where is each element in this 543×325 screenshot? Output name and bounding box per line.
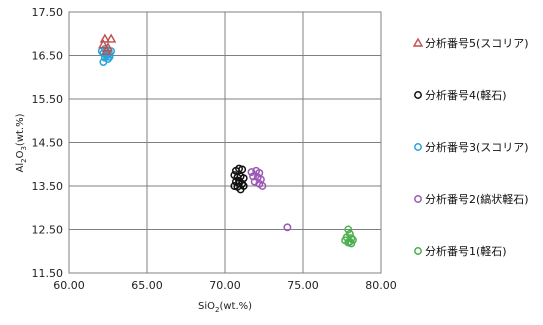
y-tick-label: 17.50	[32, 6, 64, 19]
x-axis-title: SiO2(wt.%)	[198, 301, 252, 314]
data-point	[249, 172, 258, 181]
y-tick-label: 11.50	[32, 267, 64, 280]
data-points	[97, 33, 357, 248]
legend-item: 分析番号4(軽石)	[414, 88, 507, 102]
legend-label: 分析番号3(スコリア)	[425, 140, 529, 154]
data-point	[344, 225, 353, 234]
legend-marker	[414, 195, 422, 203]
legend-marker	[414, 143, 422, 151]
y-tick-label: 15.50	[32, 93, 64, 106]
data-point	[238, 165, 247, 174]
data-point	[101, 45, 112, 55]
y-tick-label: 13.50	[32, 180, 64, 193]
legend-marker	[412, 37, 424, 47]
legend-label: 分析番号4(軽石)	[425, 88, 507, 102]
grid-lines	[69, 12, 381, 273]
legend-label: 分析番号2(縞状軽石)	[425, 192, 529, 206]
x-tick-label: 65.00	[131, 279, 163, 292]
legend-label: 分析番号5(スコリア)	[425, 36, 529, 50]
legend-marker	[414, 247, 422, 255]
data-point	[247, 168, 256, 177]
x-tick-label: 60.00	[53, 279, 85, 292]
data-point	[258, 182, 267, 190]
legend: 分析番号5(スコリア) 分析番号4(軽石) 分析番号3(スコリア) 分析番号2(縞状軽…	[412, 36, 529, 258]
x-tick-labels: 60.00 65.00 70.00 75.00 80.00	[53, 279, 397, 292]
x-tick-label: 70.00	[209, 279, 241, 292]
legend-item: 分析番号2(縞状軽石)	[414, 192, 529, 206]
y-tick-label: 16.50	[32, 50, 64, 63]
y-axis-title: Al2O3(wt.%)	[15, 113, 28, 172]
y-tick-labels: 11.50 12.50 13.50 14.50 15.50 16.50 17.50	[32, 6, 64, 280]
y-tick-label: 14.50	[32, 137, 64, 150]
x-tick-label: 80.00	[365, 279, 397, 292]
data-point	[239, 182, 248, 190]
data-point	[105, 33, 117, 43]
legend-item: 分析番号3(スコリア)	[414, 140, 529, 154]
x-tick-label: 75.00	[287, 279, 319, 292]
legend-marker	[414, 91, 422, 99]
data-point	[98, 39, 109, 49]
data-point	[99, 58, 108, 66]
legend-item: 分析番号1(軽石)	[414, 244, 507, 258]
legend-label: 分析番号1(軽石)	[425, 244, 507, 258]
data-point	[348, 235, 357, 244]
y-tick-label: 12.50	[32, 224, 64, 237]
legend-item: 分析番号5(スコリア)	[412, 36, 529, 50]
data-point	[283, 223, 292, 232]
